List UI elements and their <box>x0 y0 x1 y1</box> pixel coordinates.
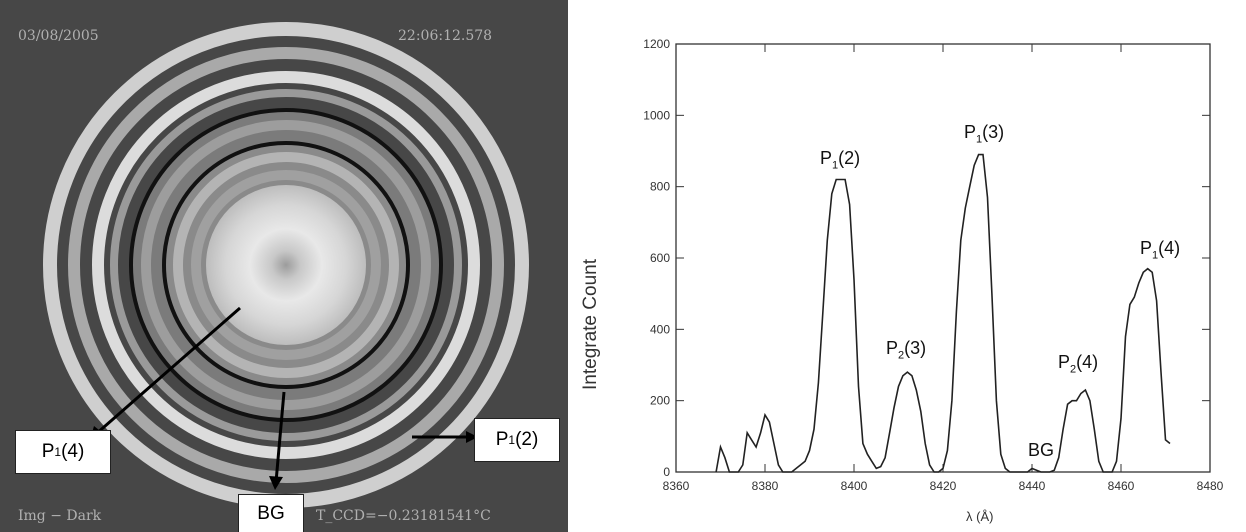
y-tick-label: 600 <box>650 251 670 265</box>
x-tick-label: 8380 <box>752 479 779 493</box>
outer-fringe-3 <box>92 71 480 459</box>
annotation-main: P <box>820 148 833 168</box>
arrow-p1-4-line <box>95 306 241 436</box>
y-axis-label: Integrate Count <box>580 259 601 390</box>
x-tick-label: 8440 <box>1019 479 1046 493</box>
arrow-p1-2-head <box>466 431 478 443</box>
plot-frame <box>675 43 1211 473</box>
chart-canvas: 8360 8380 8400 8420 8440 8460 8480 0 200 400 600 80… <box>643 37 1224 493</box>
y-tick-label: 200 <box>650 394 670 408</box>
annotation-sub: 2 <box>1070 363 1077 376</box>
label-tail: (2) <box>515 429 539 450</box>
annotation-tail: (3) <box>982 122 1005 142</box>
footer-left-text: Img − Dark <box>18 508 102 524</box>
center-spot <box>206 185 366 345</box>
annotation-p2-3: P2(3) <box>886 338 926 362</box>
y-tick-label: 0 <box>663 465 670 479</box>
label-bg-box: BG <box>238 494 304 532</box>
inner-fringe-1 <box>141 120 431 410</box>
x-tick-label: 8400 <box>841 479 868 493</box>
annotation-sub: 2 <box>898 349 905 362</box>
x-tick-label: 8360 <box>663 479 690 493</box>
x-axis-label: λ (Å) <box>966 509 994 524</box>
y-tick-label: 1200 <box>643 37 670 51</box>
date-stamp: 03/08/2005 <box>18 28 99 44</box>
x-tick-label: 8420 <box>930 479 957 493</box>
label-sub: 1 <box>54 445 62 459</box>
annotation-tail: (2) <box>838 148 861 168</box>
annotation-tail: (3) <box>904 338 927 358</box>
x-tick-label: 8480 <box>1197 479 1224 493</box>
annotation-sub: 1 <box>832 159 839 172</box>
annotation-bg: BG <box>1028 440 1055 460</box>
label-tail: (4) <box>61 441 85 462</box>
ring-pattern <box>0 0 568 532</box>
inner-fringe-2 <box>173 152 399 378</box>
x-tick-label: 8460 <box>1108 479 1135 493</box>
label-p1-4-box: P 1 (4) <box>15 430 111 474</box>
annotation-p2-4: P2(4) <box>1058 352 1098 376</box>
label-p1-2-box: P 1 (2) <box>474 418 560 462</box>
annotation-p1-3: P1(3) <box>964 122 1004 146</box>
annotation-main: P <box>886 338 899 358</box>
annotation-tail: (4) <box>1158 238 1181 258</box>
arrow-bg-line <box>274 391 286 483</box>
annotation-sub: 1 <box>976 133 983 146</box>
label-bg-text: BG <box>257 503 285 524</box>
interferogram-image: 03/08/2005 22:06:12.578 Img − Dark T_CCD… <box>0 0 568 532</box>
y-tick-label: 800 <box>650 180 670 194</box>
y-tick-label: 400 <box>650 322 670 336</box>
footer-right-text: T_CCD=−0.23181541°C <box>316 508 491 524</box>
label-main: P <box>495 429 509 450</box>
arrow-bg-head <box>269 476 283 490</box>
inner-fringe-3 <box>191 170 381 360</box>
annotation-main: P <box>964 122 977 142</box>
label-main: P <box>41 441 55 462</box>
annotation-main: P <box>1058 352 1071 372</box>
label-sub: 1 <box>508 433 516 447</box>
time-stamp: 22:06:12.578 <box>398 28 493 44</box>
y-tick-label: 1000 <box>643 108 670 122</box>
annotation-tail: (4) <box>1076 352 1099 372</box>
outer-fringe-4 <box>110 89 462 441</box>
annotation-p1-2: P1(2) <box>820 148 860 172</box>
annotation-main: P <box>1140 238 1153 258</box>
spectrum-chart: 8360 8380 8400 8420 8440 8460 8480 0 200 400 600 80… <box>572 0 1246 532</box>
outer-fringe-2 <box>68 47 504 483</box>
spectrum-line <box>715 153 1171 473</box>
annotation-p1-4: P1(4) <box>1140 238 1180 262</box>
annotation-sub: 1 <box>1152 249 1159 262</box>
